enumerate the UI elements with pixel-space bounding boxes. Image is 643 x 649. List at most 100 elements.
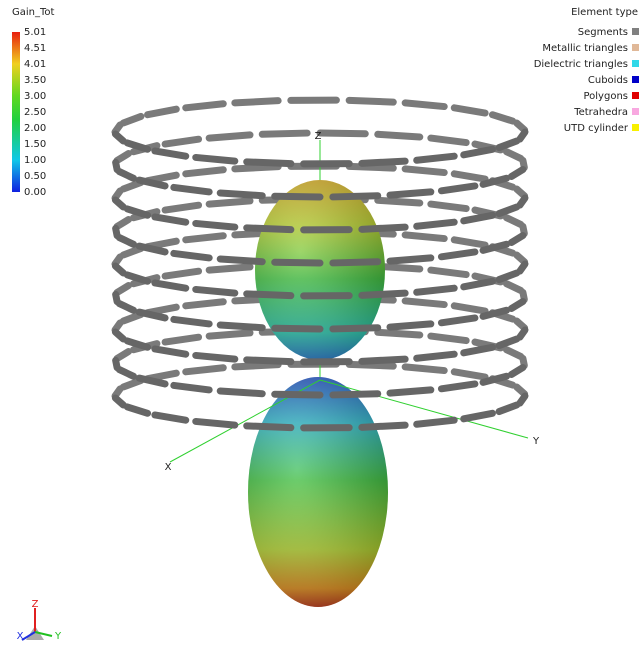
legend-label: Tetrahedra: [573, 107, 628, 118]
wire-segment: [196, 421, 235, 425]
wire-segment: [499, 141, 517, 148]
wire-segment: [520, 396, 525, 403]
triad-label: X: [17, 631, 24, 642]
legend-swatch: [632, 124, 639, 131]
lower-lobe-shade: [248, 377, 388, 607]
upper-lobe-shade: [255, 180, 385, 360]
wire-segment: [155, 415, 186, 420]
wire-segment: [431, 336, 466, 340]
wire-segment: [499, 273, 517, 280]
wire-segment: [186, 170, 224, 174]
colorbar-label: 2.00: [24, 123, 46, 134]
wire-segment: [454, 240, 485, 245]
wire-segment: [119, 238, 133, 245]
colorbar-label: 3.50: [24, 75, 46, 86]
wire-segment: [454, 108, 485, 113]
wire-segment: [247, 228, 291, 230]
viewport: Gain_Tot Element type Z X Y Z X Y 5.014.…: [0, 0, 643, 649]
wire-segment: [417, 288, 455, 292]
wire-segment: [506, 152, 520, 159]
wire-segment: [115, 266, 123, 273]
wire-segment: [116, 360, 117, 367]
legend-title: Element type: [571, 7, 638, 18]
wire-segment: [378, 200, 420, 203]
wire-segment: [378, 332, 420, 335]
wire-segment: [186, 104, 224, 108]
colorbar-label: 5.01: [24, 27, 46, 38]
wire-segment: [235, 365, 278, 367]
axis-label: X: [165, 462, 172, 473]
wire-segment: [431, 270, 466, 274]
wire-segment: [362, 293, 405, 295]
wire-segment: [464, 215, 493, 221]
wire-segment: [155, 151, 186, 156]
wire-segment: [333, 262, 378, 263]
triad-label: Z: [32, 599, 39, 610]
wire-segment: [155, 283, 186, 288]
wire-segment: [378, 134, 420, 137]
wire-segment: [165, 139, 198, 144]
wire-segment: [390, 192, 431, 195]
wire-segment: [127, 275, 147, 281]
wire-segment: [117, 154, 128, 161]
wire-segment: [362, 227, 405, 229]
wire-segment: [499, 339, 517, 346]
wire-segment: [464, 413, 493, 419]
wire-segment: [115, 332, 123, 339]
wire-segment: [186, 302, 224, 306]
wire-segment: [247, 162, 291, 164]
wire-segment: [127, 341, 147, 347]
wire-segment: [155, 349, 186, 354]
wire-segment: [186, 368, 224, 372]
wire-segment: [417, 420, 455, 424]
wire-segment: [275, 196, 320, 197]
colorbar-label: 3.00: [24, 91, 46, 102]
legend-swatch: [632, 76, 639, 83]
axis-label: Y: [532, 436, 540, 447]
wire-segment: [441, 384, 474, 389]
wire-segment: [116, 228, 117, 235]
wire-segment: [275, 328, 320, 329]
wire-segment: [511, 236, 522, 243]
wire-segment: [441, 252, 474, 257]
wire-segment: [174, 187, 209, 191]
wire-segment: [196, 157, 235, 161]
wire-segment: [464, 281, 493, 287]
wire-segment: [220, 391, 262, 394]
wire-segment: [127, 209, 147, 215]
legend-swatch: [632, 92, 639, 99]
colorbar-label: 4.01: [24, 59, 46, 70]
wire-segment: [390, 390, 431, 393]
wire-segment: [349, 364, 393, 366]
wire-segment: [492, 115, 512, 121]
wire-segment: [405, 367, 444, 371]
wire-segment: [196, 223, 235, 227]
wire-segment: [499, 207, 517, 214]
wire-segment: [333, 196, 378, 197]
legend-swatch: [632, 44, 639, 51]
wire-segment: [333, 394, 378, 395]
colorbar-label: 4.51: [24, 43, 46, 54]
wire-segment: [247, 294, 291, 296]
wire-segment: [441, 186, 474, 191]
legend-swatch: [632, 28, 639, 35]
wire-segment: [119, 304, 133, 311]
legend-label: UTD cylinder: [564, 123, 629, 134]
wire-segment: [148, 109, 177, 115]
wire-segment: [454, 174, 485, 179]
wire-segment: [333, 328, 378, 329]
colorbar-label: 1.50: [24, 139, 46, 150]
legend-label: Segments: [578, 27, 628, 38]
wire-segment: [196, 355, 235, 359]
legend-label: Cuboids: [588, 75, 628, 86]
wire-segment: [511, 170, 522, 177]
wire-segment: [123, 116, 141, 123]
wire-segment: [520, 198, 525, 205]
wire-segment: [275, 262, 320, 263]
wire-segment: [127, 143, 147, 149]
colorbar-title: Gain_Tot: [12, 7, 55, 18]
wire-segment: [390, 324, 431, 327]
wire-segment: [506, 218, 520, 225]
wire-segment: [464, 149, 493, 155]
wire-segment: [235, 167, 278, 169]
